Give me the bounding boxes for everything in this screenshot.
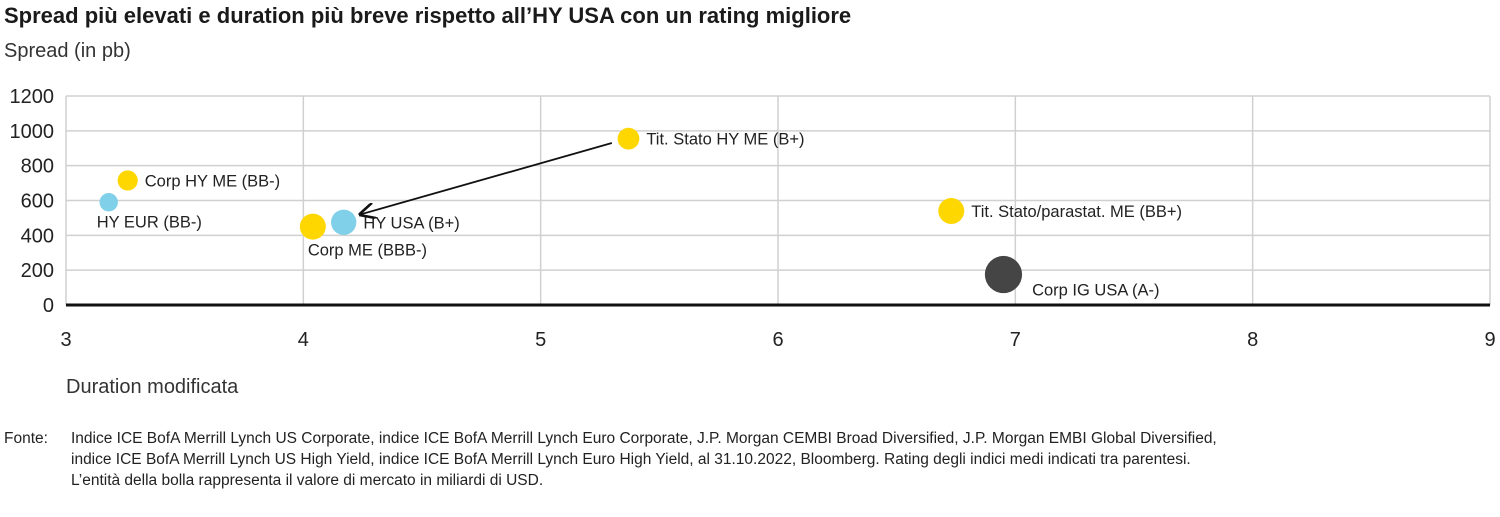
- x-tick-label: 6: [772, 329, 783, 351]
- point-label: Tit. Stato HY ME (B+): [646, 131, 804, 149]
- y-tick-label: 800: [21, 156, 54, 178]
- bubble: [984, 255, 1023, 294]
- chart-title: Spread più elevati e duration più breve …: [4, 3, 852, 28]
- y-tick-label: 1200: [10, 86, 55, 108]
- y-tick-label: 400: [21, 225, 54, 247]
- x-tick-label: 8: [1247, 329, 1258, 351]
- y-tick-label: 0: [43, 295, 54, 317]
- point-label: HY EUR (BB-): [97, 213, 202, 231]
- bubble: [938, 197, 965, 224]
- source-note: Fonte: Indice ICE BofA Merrill Lynch US …: [4, 428, 1484, 491]
- bubble: [117, 170, 138, 191]
- bubble-chart: 0 200 400 600 800 1000 1200 3 4 5 6 7 8 9 HY EUR (BB-)…: [10, 86, 1496, 351]
- arrow-line: [360, 142, 613, 214]
- bubble: [617, 127, 640, 150]
- x-tick-label: 5: [535, 329, 546, 351]
- point-label: Corp ME (BBB-): [308, 242, 427, 260]
- x-tick-label: 4: [298, 329, 309, 351]
- bubble: [299, 213, 326, 240]
- point-label: Corp IG USA (A-): [1032, 282, 1159, 300]
- y-tick-label: 200: [21, 260, 54, 282]
- x-axis-label: Duration modificata: [66, 376, 239, 398]
- x-tick-label: 3: [60, 329, 71, 351]
- x-tick-label: 9: [1484, 329, 1495, 351]
- source-line-2: indice ICE BofA Merrill Lynch US High Yi…: [71, 451, 1191, 468]
- x-tick-label: 7: [1010, 329, 1021, 351]
- y-tick-label: 600: [21, 191, 54, 213]
- source-line-1: Indice ICE BofA Merrill Lynch US Corpora…: [71, 430, 1217, 447]
- point-label: HY USA (B+): [363, 214, 459, 232]
- source-label: Fonte:: [4, 430, 48, 447]
- point-label: Tit. Stato/parastat. ME (BB+): [971, 203, 1182, 221]
- y-axis-label: Spread (in pb): [4, 40, 131, 62]
- y-tick-label: 1000: [10, 121, 55, 143]
- source-line-3: L’entità della bolla rappresenta il valo…: [71, 472, 544, 489]
- bubble: [331, 209, 357, 235]
- point-label: Corp HY ME (BB-): [145, 172, 280, 190]
- bubble: [99, 193, 118, 212]
